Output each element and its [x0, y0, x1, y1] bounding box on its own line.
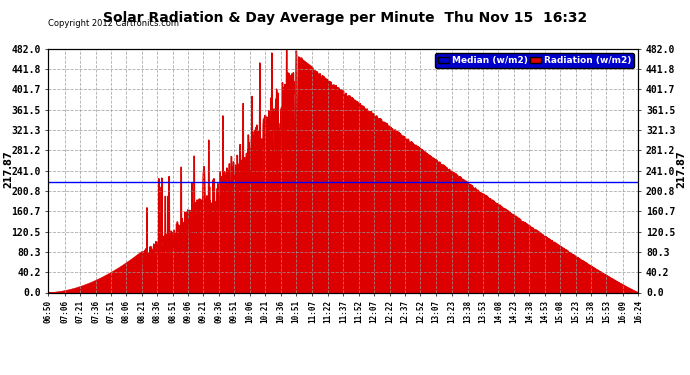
Legend: Median (w/m2), Radiation (w/m2): Median (w/m2), Radiation (w/m2) — [435, 53, 633, 68]
Text: 217.87: 217.87 — [3, 150, 13, 188]
Text: Copyright 2012 Cartronics.com: Copyright 2012 Cartronics.com — [48, 20, 179, 28]
Text: Solar Radiation & Day Average per Minute  Thu Nov 15  16:32: Solar Radiation & Day Average per Minute… — [103, 11, 587, 25]
Text: 217.87: 217.87 — [677, 150, 687, 188]
